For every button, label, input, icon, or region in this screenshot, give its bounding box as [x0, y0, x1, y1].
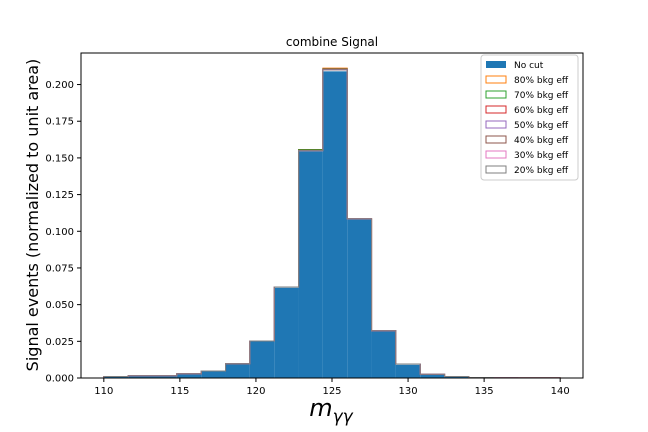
histogram-bar — [176, 373, 202, 378]
histogram-bars — [103, 71, 561, 379]
legend-swatch — [485, 105, 507, 114]
histogram-bar — [347, 219, 372, 378]
x-tick-label: 130 — [399, 386, 418, 397]
legend-swatch — [485, 120, 507, 129]
histogram-bar — [420, 374, 445, 378]
legend-label: No cut — [514, 61, 544, 71]
histogram-bar — [225, 364, 250, 378]
y-tick-label: 0.125 — [45, 190, 74, 201]
y-tick-label: 0.150 — [45, 153, 74, 164]
y-axis-ticks: 0.000 0.025 0.050 0.075 0.100 0.125 0.150 0.175… — [45, 80, 81, 385]
histogram-bar — [371, 331, 396, 378]
legend-swatch — [485, 75, 507, 84]
histogram-bar — [298, 151, 323, 378]
y-tick-label: 0.000 — [45, 374, 74, 385]
legend-label: 50% bkg eff — [514, 121, 569, 131]
legend-label: 30% bkg eff — [514, 151, 569, 161]
histogram-bar — [322, 71, 348, 379]
y-tick-label: 0.025 — [45, 337, 74, 348]
histogram-bar — [444, 376, 469, 378]
legend-swatch — [485, 135, 507, 144]
histogram-bar — [128, 375, 153, 378]
chart-title: combine Signal — [286, 35, 378, 49]
histogram-bar — [395, 364, 421, 378]
x-axis-ticks: 110 115 120 125 130 135 140 — [94, 378, 570, 397]
histogram-bar — [274, 287, 299, 378]
histogram-bar — [201, 371, 226, 378]
y-axis-label: Signal events (normalized to unit area) — [23, 59, 42, 372]
legend-label: 60% bkg eff — [514, 106, 569, 116]
x-axis-label: mγγ — [309, 394, 353, 427]
histogram-bar — [249, 341, 275, 378]
legend-box — [480, 54, 579, 181]
x-tick-label: 115 — [170, 386, 189, 397]
y-tick-label: 0.175 — [45, 117, 74, 128]
x-tick-label: 135 — [475, 386, 494, 397]
x-tick-label: 120 — [246, 386, 265, 397]
legend-label: 80% bkg eff — [514, 76, 569, 86]
legend-swatch — [486, 61, 506, 68]
x-tick-label: 140 — [551, 386, 570, 397]
legend-swatch — [485, 165, 507, 174]
x-tick-label: 125 — [322, 386, 341, 397]
y-tick-label: 0.075 — [45, 263, 74, 274]
legend-label: 40% bkg eff — [514, 136, 569, 146]
histogram-bar — [152, 375, 177, 378]
y-tick-label: 0.050 — [45, 300, 74, 311]
legend-swatch — [485, 150, 507, 159]
y-tick-label: 0.100 — [45, 227, 74, 238]
legend: No cut 80% bkg eff 70% bkg eff 60% bkg eff 5… — [480, 54, 579, 181]
legend-label: 20% bkg eff — [514, 166, 569, 176]
legend-label: 70% bkg eff — [514, 91, 569, 101]
legend-swatch — [485, 90, 507, 99]
histogram-bar — [103, 376, 129, 378]
x-tick-label: 110 — [94, 386, 113, 397]
y-tick-label: 0.200 — [45, 80, 74, 91]
